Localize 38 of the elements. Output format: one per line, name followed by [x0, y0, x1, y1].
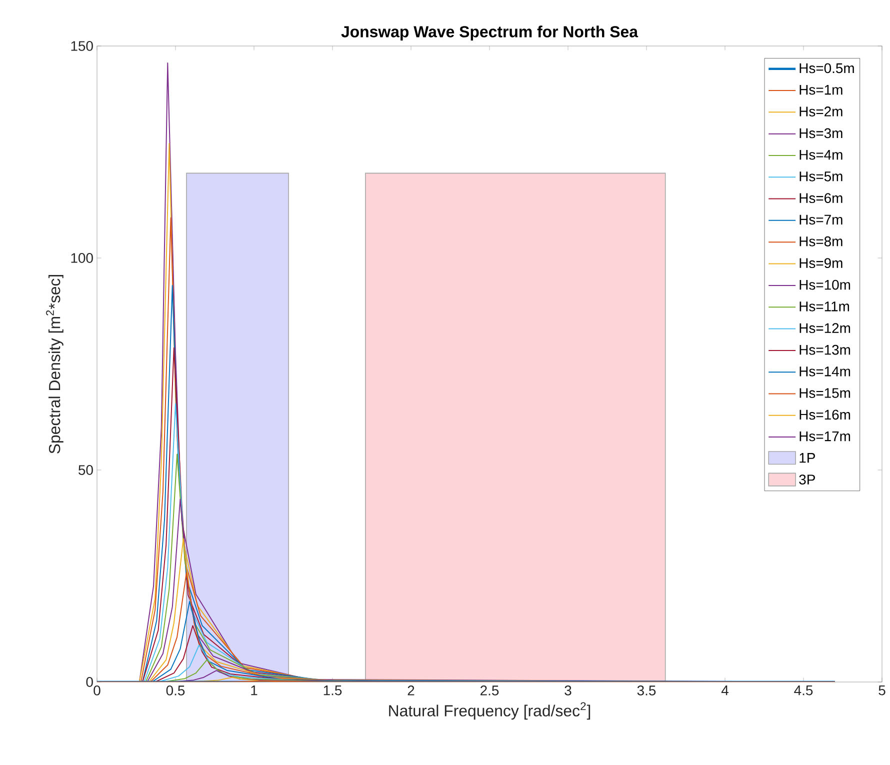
- x-tick-label: 2.5: [480, 686, 499, 696]
- legend-label: Hs=9m: [800, 258, 842, 268]
- chart-title: Jonswap Wave Spectrum for North Sea: [341, 26, 638, 40]
- legend-label: Hs=17m: [800, 431, 850, 442]
- y-tick-label: 0: [86, 677, 93, 687]
- y-axis-title: Spectral Density [m$^{2}$*sec]: [46, 274, 64, 454]
- legend-label: Hs=0.5m: [800, 63, 854, 74]
- legend-label: Hs=10m: [800, 280, 850, 290]
- x-tick-label: 3.5: [637, 686, 656, 696]
- y-tick-label: 50: [78, 465, 93, 475]
- legend-label: 1P: [800, 453, 815, 463]
- legend-label: Hs=1m: [800, 84, 842, 95]
- legend-label: Hs=14m: [800, 366, 850, 376]
- x-tick-label: 1: [251, 686, 258, 696]
- legend-label: 3P: [799, 474, 815, 485]
- x-tick-label: 0.5: [166, 686, 185, 696]
- x-tick-label: 4.5: [794, 686, 813, 696]
- legend-label: Hs=6m: [800, 193, 842, 204]
- legend-label: Hs=12m: [800, 323, 850, 334]
- legend-label: Hs=16m: [800, 410, 850, 420]
- x-tick-label: 1.5: [324, 686, 342, 696]
- x-tick-label: 4: [721, 686, 728, 696]
- y-tick-label: 150: [71, 41, 93, 51]
- legend-label: Hs=3m: [800, 128, 842, 138]
- legend-label: Hs=15m: [800, 388, 850, 398]
- legend-label: Hs=7m: [800, 214, 842, 225]
- x-tick-label: 0: [94, 686, 100, 696]
- x-tick-label: 2: [408, 686, 414, 696]
- legend-label: Hs=5m: [800, 172, 842, 182]
- x-axis-title: Natural Frequency [rad/sec$^{2}$]: [389, 702, 590, 720]
- x-tick-label: 3: [564, 686, 572, 696]
- y-tick-label: 100: [71, 253, 93, 263]
- legend-label: Hs=11m: [800, 302, 850, 312]
- legend-label: Hs=8m: [800, 236, 842, 246]
- x-tick-label: 5: [878, 686, 886, 696]
- legend-label: Hs=4m: [800, 150, 842, 160]
- legend-label: Hs=2m: [800, 106, 842, 116]
- legend-label: Hs=13m: [800, 344, 850, 355]
